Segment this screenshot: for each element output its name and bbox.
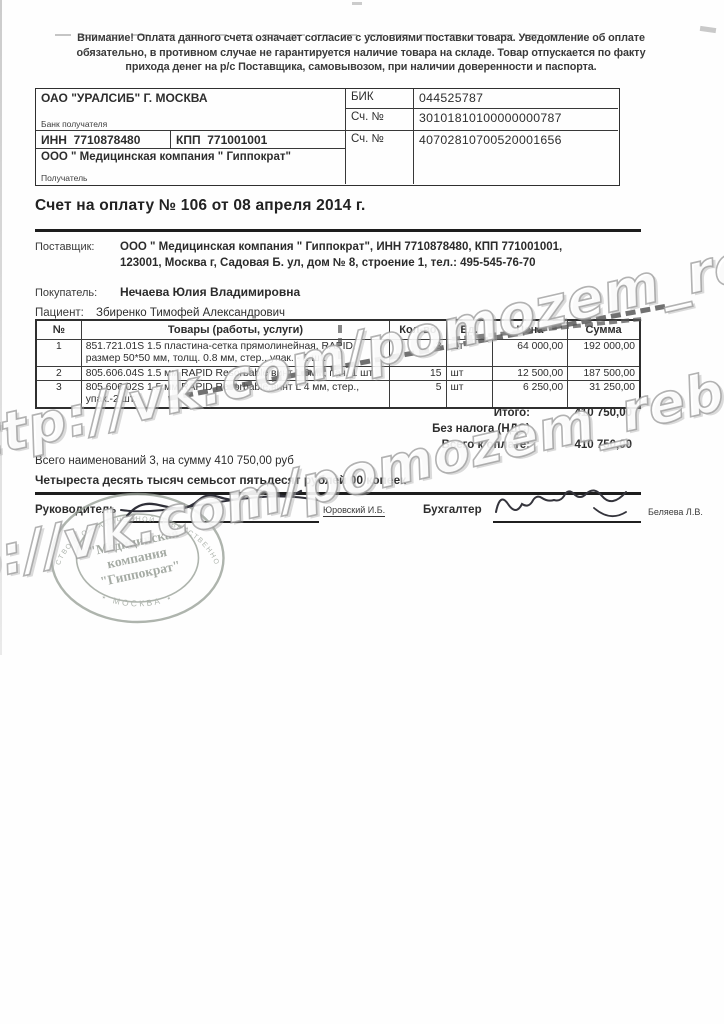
item-num: 3 — [35, 380, 82, 409]
buyer-label: Покупатель: — [35, 287, 98, 299]
payment-notice: Внимание! Оплата данного счета означает … — [76, 32, 646, 74]
inn-value: 7710878480 — [73, 133, 141, 147]
item-num: 2 — [35, 365, 82, 382]
accountant-name: Беляева Л.В. — [648, 507, 703, 517]
col-header-num: № — [35, 319, 82, 340]
account-label: Сч. № — [346, 131, 414, 184]
divider-rule-top — [35, 229, 641, 232]
director-name: Юровский И.Б. — [323, 505, 386, 517]
director-signature — [120, 489, 318, 518]
svg-text:⋆ МОСКВА ⋆: ⋆ МОСКВА ⋆ — [100, 591, 176, 608]
account-value: 40702810700520001656 — [419, 133, 562, 147]
scan-artifact-left-edge — [0, 0, 2, 655]
total-itogo-value: 410 750,00 — [574, 407, 632, 419]
inn-cell: ИНН 7710878480 — [36, 131, 171, 149]
corr-account-label: Сч. № — [346, 109, 414, 131]
inn-label: ИНН — [41, 133, 67, 147]
patient-label: Пациент: — [35, 307, 84, 319]
recipient-label: Получатель — [41, 173, 88, 183]
item-sum: 31 250,00 — [567, 380, 641, 409]
bank-details-table: ОАО "УРАЛСИБ" Г. МОСКВА Банк получателя … — [35, 88, 620, 186]
total-due-label: Всего к оплате: — [441, 439, 530, 451]
kpp-label: КПП — [176, 133, 201, 147]
item-sum: 192 000,00 — [567, 339, 641, 367]
director-signature-line — [127, 521, 319, 523]
kpp-cell: КПП 771001001 — [171, 131, 346, 149]
bank-name-label: Банк получателя — [41, 119, 108, 129]
scan-artifact-speck — [352, 2, 362, 5]
col-header-goods: Товары (работы, услуги) — [80, 319, 391, 340]
bank-name-cell: ОАО "УРАЛСИБ" Г. МОСКВА Банк получателя — [36, 89, 346, 131]
col-header-qty: Кол-во — [389, 319, 447, 340]
corr-account-value: 30101810100000000787 — [414, 109, 618, 131]
patient-name: Збиренко Тимофей Александрович — [96, 307, 286, 319]
scan-artifact-line — [55, 34, 583, 36]
supplier-line2: 123001, Москва г, Садовая Б. ул, дом № 8… — [120, 256, 536, 269]
kpp-value: 771001001 — [207, 133, 268, 147]
items-header-row: № Товары (работы, услуги) Кол-во Ед. Цен… — [35, 319, 641, 340]
item-unit: шт — [445, 380, 493, 409]
item-qty: 5 — [389, 380, 447, 409]
recipient-name: ООО " Медицинская компания " Гиппократ" — [41, 151, 291, 163]
item-price: 12 500,00 — [491, 365, 569, 382]
table-row: 3 805.606.02S 1.5 мм RAPID Resorbable.ви… — [35, 380, 641, 409]
total-itogo-label: Итого: — [493, 407, 530, 419]
item-price: 6 250,00 — [491, 380, 569, 409]
scan-artifact-corner — [699, 25, 717, 34]
accountant-signature-line — [493, 521, 641, 523]
buyer-name: Нечаева Юлия Владимировна — [120, 285, 301, 299]
supplier-line1: ООО " Медицинская компания " Гиппократ",… — [120, 241, 563, 253]
divider-rule-bottom — [35, 492, 641, 495]
company-stamp: ОБЩЕСТВО С ОГРАНИЧЕННОЙ ОТВЕТСТВЕННОСТЬЮ… — [45, 488, 225, 624]
accountant-signature — [495, 489, 627, 518]
item-unit: шт — [445, 365, 493, 382]
amount-in-words: Четыреста десять тысяч семьсот пятьдесят… — [35, 473, 407, 487]
director-label: Руководитель — [35, 504, 117, 516]
total-nds-label: Без налога (НДС) — [432, 423, 530, 435]
total-due-value: 410 750,00 — [574, 439, 632, 451]
item-desc: 851.721.01S 1.5 пластина-сетка прямолине… — [80, 339, 391, 367]
bik-label: БИК — [346, 89, 414, 109]
item-qty: 15 — [389, 365, 447, 382]
supplier-label: Поставщик: — [35, 241, 95, 253]
invoice-title: Счет на оплату № 106 от 08 апреля 2014 г… — [35, 197, 366, 214]
item-desc: 805.606.02S 1.5 мм RAPID Resorbable.винт… — [80, 380, 391, 409]
col-header-sum: Сумма — [567, 319, 641, 340]
total-nds-value: - — [628, 423, 632, 435]
accountant-label: Бухгалтер — [423, 504, 482, 516]
bank-name: ОАО "УРАЛСИБ" Г. МОСКВА — [41, 91, 208, 105]
bik-value: 044525787 — [414, 89, 618, 109]
supplier-info: ООО " Медицинская компания " Гиппократ",… — [120, 240, 645, 271]
table-row: 2 805.606.04S 1.5 мм RAPID Resorbable ви… — [35, 365, 641, 382]
recipient-cell: ООО " Медицинская компания " Гиппократ" … — [36, 149, 346, 184]
item-sum: 187 500,00 — [567, 365, 641, 382]
items-summary-line: Всего наименований 3, на сумму 410 750,0… — [35, 455, 294, 467]
item-num: 1 — [35, 339, 82, 367]
item-price: 64 000,00 — [491, 339, 569, 367]
dashed-watermark-stroke — [338, 325, 342, 359]
stamp-ring-bottom-text: ⋆ МОСКВА ⋆ — [100, 591, 173, 608]
